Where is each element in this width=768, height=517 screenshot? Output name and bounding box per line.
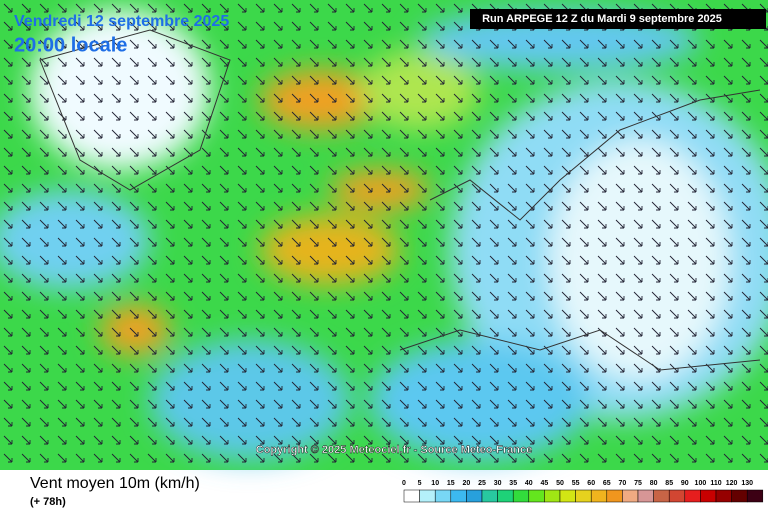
legend-swatch — [622, 489, 639, 503]
legend-label: 80 — [650, 480, 658, 487]
legend-swatch — [559, 489, 576, 503]
date-label: Vendredi 12 septembre 2025 — [14, 13, 229, 30]
legend-swatch — [434, 489, 452, 503]
legend-label: 10 — [431, 480, 439, 487]
legend-label: 5 — [418, 480, 422, 487]
legend-label: 35 — [509, 480, 517, 487]
legend-label: 25 — [478, 480, 486, 487]
legend-swatch — [746, 489, 764, 503]
legend-label: 40 — [525, 480, 533, 487]
time-label: 20:00 locale — [14, 34, 127, 56]
legend-swatch — [653, 489, 670, 503]
legend-label: 130 — [741, 480, 753, 487]
legend-swatch — [512, 489, 530, 503]
legend: 0 5 10 15 20 25 30 35 40 45 50 55 60 65 70 75 80 85 90 100 1… — [402, 480, 764, 503]
copyright: Copyright © 2025 Meteociel.fr - Source M… — [256, 444, 532, 456]
legend-label: 110 — [710, 480, 721, 487]
legend-swatch — [731, 489, 748, 503]
legend-label: 120 — [726, 480, 738, 487]
legend-label: 0 — [402, 480, 406, 487]
legend-swatch — [497, 489, 514, 503]
legend-label: 70 — [619, 480, 627, 487]
legend-swatch — [481, 489, 498, 503]
legend-swatch — [684, 489, 701, 503]
legend-swatch — [590, 489, 608, 503]
legend-label: 90 — [681, 480, 689, 487]
run-box — [470, 9, 766, 29]
legend-swatch — [403, 489, 420, 503]
footer-title: Vent moyen 10m (km/h) — [30, 475, 200, 492]
legend-swatch — [700, 489, 717, 503]
legend-label: 55 — [572, 480, 580, 487]
legend-label: 45 — [541, 480, 549, 487]
legend-label: 60 — [587, 480, 595, 487]
legend-swatch — [544, 489, 561, 503]
legend-swatch — [715, 489, 732, 503]
legend-swatch — [637, 489, 654, 503]
wind-field — [0, 0, 768, 470]
legend-swatch — [606, 489, 623, 503]
run-label: Run ARPEGE 12 Z du Mardi 9 septembre 202… — [482, 13, 722, 25]
legend-label: 15 — [447, 480, 455, 487]
legend-label: 30 — [494, 480, 502, 487]
legend-label: 75 — [634, 480, 642, 487]
legend-label: 85 — [665, 480, 673, 487]
legend-label: 100 — [695, 480, 707, 487]
footer-lead: (+ 78h) — [30, 496, 66, 508]
legend-swatch — [419, 489, 436, 503]
legend-label: 20 — [463, 480, 471, 487]
legend-label: 50 — [556, 480, 564, 487]
legend-swatch — [668, 489, 686, 503]
legend-swatch — [528, 489, 545, 503]
legend-swatch — [575, 489, 592, 503]
legend-label: 65 — [603, 480, 611, 487]
legend-swatch — [466, 489, 483, 503]
legend-swatch — [450, 489, 467, 503]
